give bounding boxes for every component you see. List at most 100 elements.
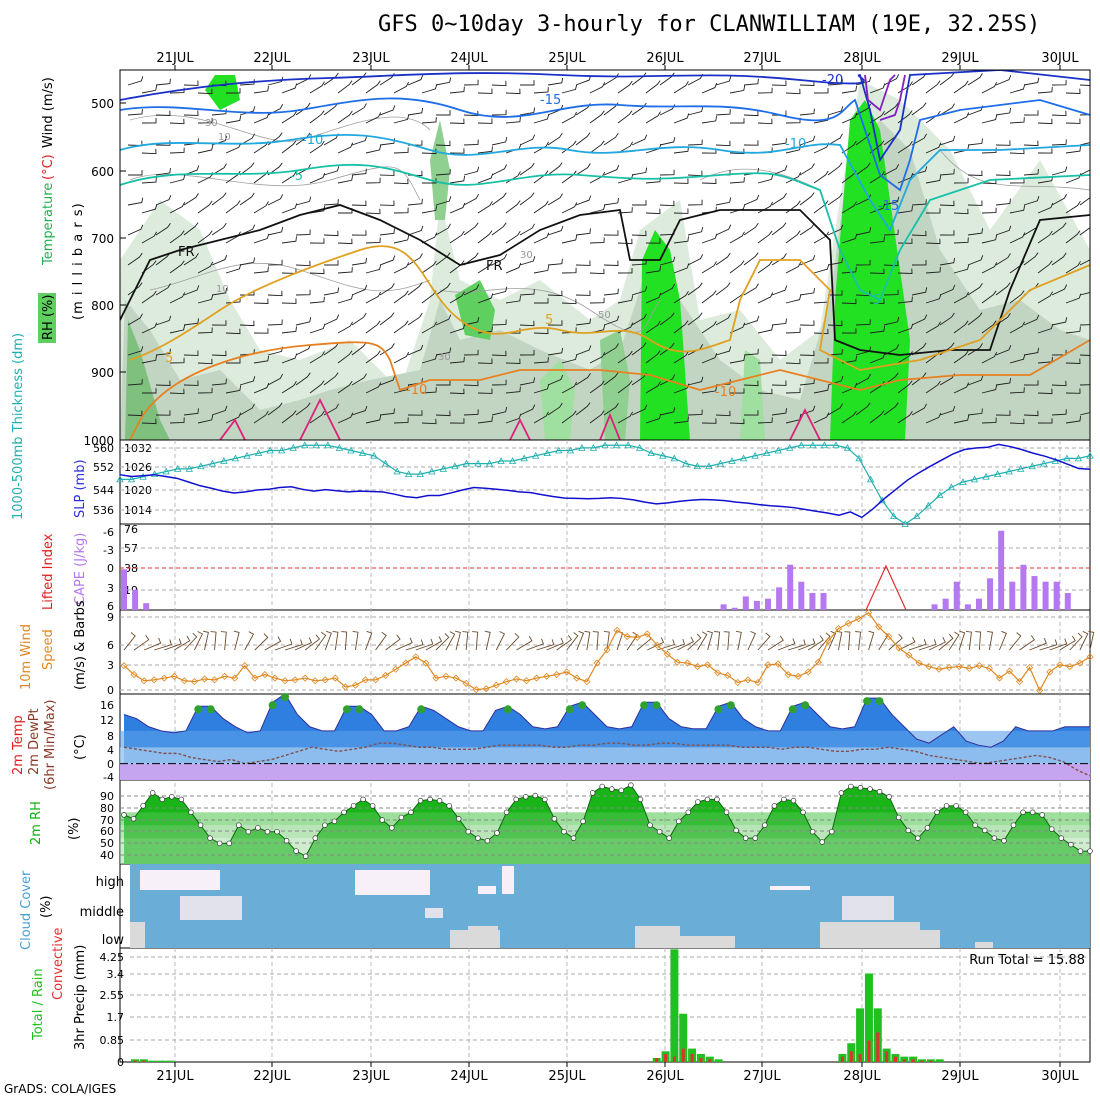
thickness-point [150, 470, 159, 478]
thickness-point [381, 459, 390, 467]
wind-barb [183, 408, 199, 416]
wind-barb [351, 135, 368, 146]
wind-barb [1051, 139, 1067, 146]
wind-barb [477, 146, 493, 154]
wind-barb [155, 140, 171, 146]
wind-barb [1094, 387, 1100, 393]
wind-point [875, 623, 883, 631]
li-tick-label: 6 [107, 600, 114, 613]
wind-point [160, 674, 168, 682]
wind-barb [603, 315, 620, 326]
wind-barb [687, 312, 703, 326]
wind-barb [701, 320, 717, 334]
thickness-point [601, 441, 609, 449]
wind-barb [995, 410, 1011, 416]
wind-barb [561, 381, 577, 394]
wind-barb [883, 260, 899, 267]
wind-barb [127, 282, 143, 296]
wind-barb [911, 342, 927, 356]
wind-barb [351, 200, 367, 206]
precip-convective-bar [929, 1060, 933, 1062]
wind-point [291, 676, 299, 684]
wind-barb [463, 139, 479, 146]
surface-barb [495, 631, 506, 651]
temp-peak [355, 705, 364, 714]
wind-barb [449, 356, 465, 364]
wind-barb [631, 313, 647, 326]
contour-minus20 [120, 70, 1090, 163]
wind-barb [1009, 232, 1026, 244]
ylabel-temp: Temperature [41, 183, 56, 266]
wind-barb [1079, 324, 1090, 326]
precip-convective-bar [672, 1056, 676, 1062]
upper-air-ylabel: RH (%) Temperature (°C) Wind (m/s) (m i l l … [38, 77, 86, 343]
wind-barb [1079, 292, 1090, 296]
precip-convective-bar [911, 1059, 915, 1062]
rh-point [982, 827, 988, 834]
wind-barb [1065, 118, 1081, 124]
wind-barb [911, 260, 927, 266]
wind-barb [337, 142, 354, 154]
surface-barb [274, 638, 293, 651]
surface-barb [516, 635, 533, 651]
wind-barb [869, 268, 885, 274]
wind-barb [841, 328, 857, 334]
rh-point [934, 809, 940, 816]
cloud-ylabel: Cloud Cover [19, 870, 34, 950]
wind-barb [393, 81, 409, 94]
contour-label: -10 [302, 133, 323, 148]
thickness-line [120, 444, 1091, 525]
wind-barb [253, 233, 270, 244]
rh-point [274, 828, 280, 835]
wind-barb [533, 87, 549, 94]
wind-barb [267, 226, 284, 236]
wind-barb [687, 376, 704, 386]
surface-barb [888, 633, 903, 651]
rh-point [905, 827, 912, 834]
low-cloud [880, 930, 940, 948]
surface-barb [164, 638, 182, 651]
rh-point [264, 828, 271, 835]
temp-peak [417, 705, 426, 714]
grads-credit: GrADS: COLA/IGES [4, 1082, 117, 1096]
wind-barb [519, 377, 536, 386]
wind-barb [855, 76, 872, 86]
wind-point [241, 662, 249, 670]
wind-barb [477, 416, 493, 424]
wind-barb [995, 253, 1011, 266]
wind-barb [547, 132, 563, 146]
precip-convective-bar [893, 1056, 897, 1062]
wind-barb [309, 110, 325, 124]
wind-barb [253, 410, 269, 424]
wind-barb [421, 84, 438, 94]
wind-barb [295, 102, 311, 116]
wind-point [140, 677, 148, 685]
surface-barb [445, 631, 456, 651]
wind-barb [771, 222, 787, 236]
wind-barb [225, 385, 242, 394]
wind-barb [253, 266, 269, 274]
rh-point [130, 816, 137, 822]
thickness-point [127, 475, 136, 483]
wind-barb [561, 267, 577, 274]
contour-label: -10 [715, 385, 736, 400]
middle-cloud [180, 896, 242, 920]
wind-barb [967, 138, 983, 146]
thickness-point [347, 446, 355, 454]
ylabel-text: 2m Temp [11, 715, 26, 775]
wind-barb [743, 140, 759, 146]
wind-barb [491, 109, 507, 116]
wind-barb [743, 348, 759, 356]
wind-barb [393, 417, 409, 424]
wind-point [261, 670, 269, 679]
wind-barb [575, 260, 591, 266]
wind-barb [533, 265, 550, 274]
wind-barb [141, 177, 157, 184]
wind-barb [729, 322, 746, 334]
low-cloud [680, 936, 735, 948]
wind-barb [827, 257, 844, 266]
low-cloud [130, 922, 145, 948]
surface-barb [928, 637, 946, 651]
wind-barb [659, 342, 675, 356]
